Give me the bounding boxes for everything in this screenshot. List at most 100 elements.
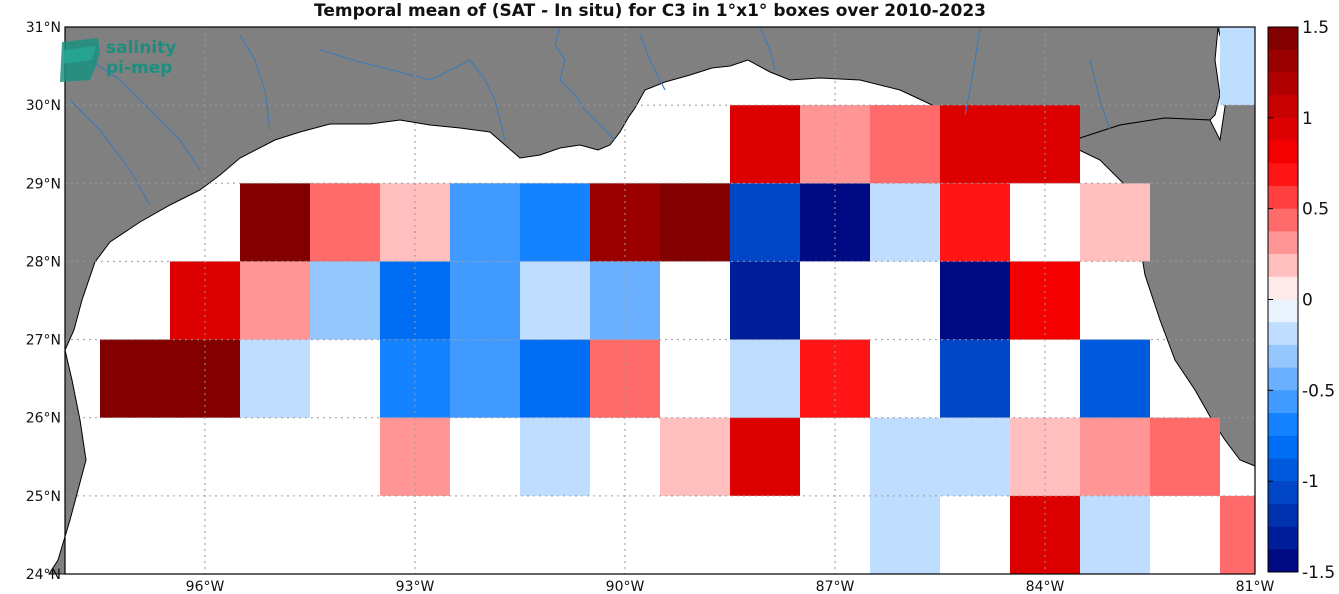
colorbar-segment — [1268, 503, 1298, 528]
colorbar-segment — [1268, 117, 1298, 142]
longitude-tick-label: 81°W — [1236, 579, 1275, 594]
logo-line2: pi-mep — [106, 58, 172, 78]
anomaly-cell — [520, 183, 590, 262]
anomaly-cell — [730, 417, 800, 496]
longitude-labels: 96°W 93°W 90°W 87°W 84°W 81°W — [186, 579, 1275, 594]
anomaly-cell — [450, 339, 520, 418]
longitude-tick-label: 90°W — [606, 579, 645, 594]
anomaly-cell — [1220, 27, 1255, 106]
anomaly-cell — [100, 339, 170, 418]
colorbar-segment — [1268, 458, 1298, 482]
anomaly-cell — [730, 105, 800, 184]
colorbar-segment — [1268, 49, 1298, 73]
colorbar-segment — [1268, 299, 1298, 323]
colorbar-segment — [1268, 163, 1298, 187]
colorbar-tick-label: -1 — [1302, 472, 1319, 492]
anomaly-cell — [450, 183, 520, 262]
river-mobile — [759, 26, 776, 71]
colorbar-segment — [1268, 367, 1298, 391]
anomaly-cell — [1080, 417, 1150, 496]
anomaly-cell — [1220, 495, 1255, 574]
colorbar-tick-label: 1 — [1302, 109, 1313, 129]
longitude-tick-label: 84°W — [1026, 579, 1065, 594]
colorbar-tick-label: -1.5 — [1302, 563, 1335, 583]
anomaly-cell — [940, 339, 1010, 418]
anomaly-cell — [870, 183, 940, 262]
latitude-tick-label: 27°N — [26, 333, 61, 349]
colorbar-tick-labels: 1.5 1 0.5 0 -0.5 -1 -1.5 — [1302, 18, 1335, 583]
colorbar-tick-label: 0.5 — [1302, 200, 1329, 220]
anomaly-cell — [870, 105, 940, 184]
colorbar-segment — [1268, 72, 1298, 96]
latitude-tick-label: 25°N — [26, 489, 61, 505]
river-atchafalaya — [469, 59, 506, 141]
anomaly-cell — [450, 261, 520, 340]
latitude-tick-label: 28°N — [26, 254, 61, 270]
river-sabine — [239, 34, 271, 131]
anomaly-cell — [1080, 339, 1150, 418]
colorbar-segment — [1268, 322, 1298, 346]
anomaly-cell — [730, 339, 800, 418]
land-mexico — [48, 349, 87, 575]
anomaly-cell — [1080, 495, 1150, 574]
river-red — [319, 49, 471, 81]
latitude-tick-label: 29°N — [26, 176, 61, 192]
anomaly-cell — [310, 183, 380, 262]
colorbar-segment — [1268, 140, 1298, 164]
colorbar-segment — [1268, 95, 1298, 119]
colorbar-segment — [1268, 185, 1298, 210]
colorbar-segment — [1268, 27, 1298, 51]
anomaly-cell — [660, 183, 730, 262]
latitude-tick-label: 24°N — [26, 567, 61, 583]
rivers-layer — [69, 26, 1111, 206]
colorbar-segment — [1268, 208, 1298, 232]
anomaly-cell — [730, 183, 800, 262]
colorbar-tick-label: 1.5 — [1302, 18, 1329, 38]
colorbar-segment — [1268, 413, 1298, 437]
anomaly-cell — [730, 261, 800, 340]
anomaly-cell — [310, 261, 380, 340]
anomaly-cell — [660, 417, 730, 496]
salinity-pimep-logo: salinity pi-mep — [60, 38, 176, 82]
river-brazos — [89, 59, 201, 171]
river-pearl — [639, 34, 666, 91]
colorbar-segment — [1268, 549, 1298, 573]
map-frame — [64, 26, 1256, 575]
river-apalachicola — [964, 26, 981, 116]
colorbar-segment — [1268, 254, 1298, 278]
map-title: Temporal mean of (SAT - In situ) for C3 … — [314, 1, 986, 21]
anomaly-cell — [870, 495, 940, 574]
longitude-tick-label: 87°W — [816, 579, 855, 594]
longitude-tick-label: 93°W — [396, 579, 435, 594]
colorbar-segment — [1268, 276, 1298, 300]
anomaly-cell — [940, 105, 1010, 184]
colorbar-segment — [1268, 390, 1298, 414]
anomaly-cell — [520, 261, 590, 340]
colorbar-tick-label: 0 — [1302, 291, 1313, 311]
colorbar-segment — [1268, 481, 1298, 505]
logo-line1: salinity — [106, 38, 176, 58]
river-mississippi — [554, 26, 616, 141]
graticule — [65, 27, 1256, 574]
anomaly-cell — [940, 417, 1010, 496]
colorbar — [1267, 26, 1299, 573]
anomaly-cell — [240, 183, 310, 262]
river-colorado-tx — [69, 99, 151, 206]
anomaly-cell — [1080, 183, 1150, 262]
anomaly-cell — [1150, 417, 1220, 496]
latitude-tick-label: 30°N — [26, 98, 61, 114]
anomaly-cell — [240, 339, 310, 418]
latitude-tick-label: 26°N — [26, 411, 61, 427]
anomaly-cell — [240, 261, 310, 340]
river-suwannee — [1089, 59, 1111, 131]
anomaly-cell — [520, 417, 590, 496]
colorbar-segment — [1268, 435, 1298, 459]
longitude-tick-label: 96°W — [186, 579, 225, 594]
anomaly-cell — [940, 183, 1010, 262]
colorbar-segment — [1268, 344, 1298, 369]
anomaly-cell — [940, 261, 1010, 340]
latitude-labels: 31°N 30°N 29°N 28°N 27°N 26°N 25°N 24°N — [26, 20, 61, 583]
anomaly-cell — [520, 339, 590, 418]
colorbar-segment — [1268, 231, 1298, 255]
